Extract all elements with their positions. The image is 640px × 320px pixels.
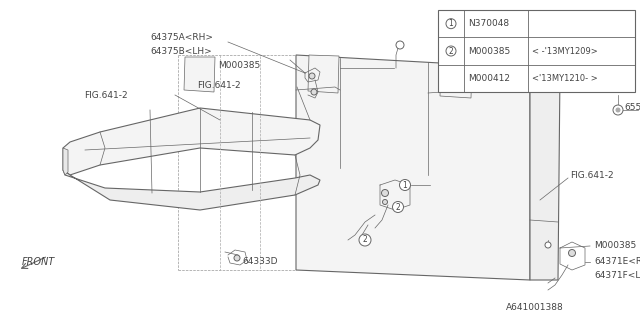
- Polygon shape: [63, 170, 320, 210]
- Circle shape: [545, 242, 551, 248]
- Circle shape: [396, 41, 404, 49]
- Circle shape: [311, 89, 317, 95]
- Text: 1: 1: [449, 19, 453, 28]
- Text: 64375B<LH>: 64375B<LH>: [150, 47, 212, 57]
- Polygon shape: [63, 148, 68, 175]
- Text: 2: 2: [363, 236, 367, 244]
- Text: FIG.641-2: FIG.641-2: [570, 171, 614, 180]
- Text: FIG.641-2: FIG.641-2: [84, 91, 127, 100]
- Text: 65585C*A: 65585C*A: [624, 102, 640, 111]
- Circle shape: [381, 189, 388, 196]
- Circle shape: [309, 73, 315, 79]
- Circle shape: [568, 250, 575, 257]
- Text: 2: 2: [449, 46, 453, 55]
- Text: FIG.641-2: FIG.641-2: [197, 81, 241, 90]
- Text: 64333D: 64333D: [242, 258, 278, 267]
- Text: FRONT: FRONT: [22, 257, 55, 267]
- Text: M000385: M000385: [594, 242, 636, 251]
- Text: M000412: M000412: [468, 74, 510, 83]
- Circle shape: [399, 180, 410, 190]
- Polygon shape: [184, 57, 215, 92]
- Text: 64371E<RH>: 64371E<RH>: [594, 258, 640, 267]
- Text: < -'13MY1209>: < -'13MY1209>: [532, 46, 598, 55]
- Polygon shape: [530, 68, 560, 280]
- Circle shape: [392, 202, 403, 212]
- Circle shape: [359, 234, 371, 246]
- Circle shape: [446, 46, 456, 56]
- Text: A641001388: A641001388: [506, 303, 563, 312]
- Text: N370048: N370048: [468, 19, 509, 28]
- Text: 64371F<LH>: 64371F<LH>: [594, 271, 640, 281]
- Text: 64375A<RH>: 64375A<RH>: [150, 34, 213, 43]
- Polygon shape: [296, 55, 530, 280]
- Text: <'13MY1210- >: <'13MY1210- >: [532, 74, 598, 83]
- Circle shape: [383, 199, 387, 204]
- Circle shape: [446, 19, 456, 29]
- Circle shape: [234, 255, 240, 261]
- Polygon shape: [308, 55, 339, 93]
- Polygon shape: [63, 108, 320, 175]
- Circle shape: [616, 108, 620, 112]
- Text: M000385: M000385: [218, 60, 260, 69]
- Bar: [438, 10, 635, 92]
- Polygon shape: [440, 58, 472, 98]
- Text: M000385: M000385: [468, 46, 510, 55]
- Text: 1: 1: [403, 180, 408, 189]
- Circle shape: [613, 105, 623, 115]
- Text: 2: 2: [396, 203, 401, 212]
